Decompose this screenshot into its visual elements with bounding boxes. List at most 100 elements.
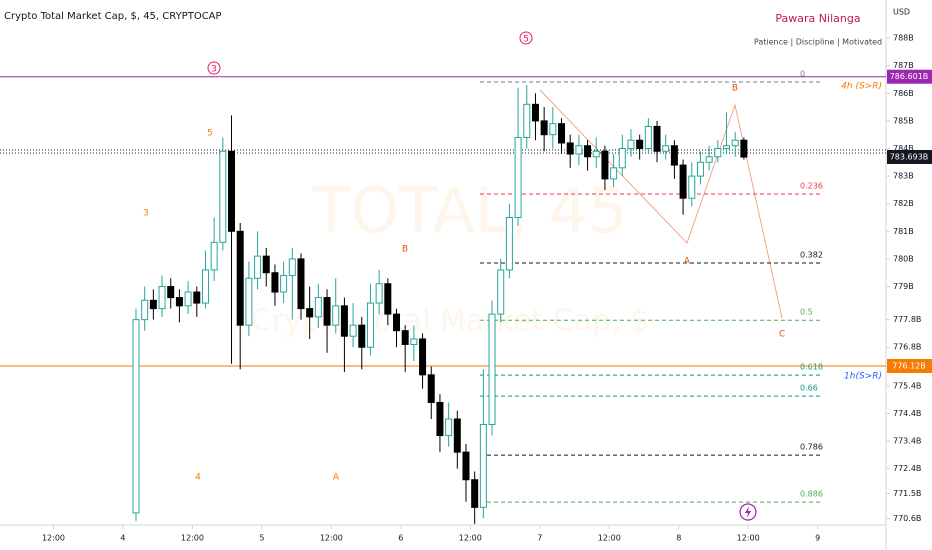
y-tick-label: 785B — [893, 116, 914, 125]
x-tick-label: 9 — [815, 534, 820, 543]
candle-body — [653, 125, 661, 152]
x-tick-label: 7 — [537, 534, 542, 543]
fib-label: 0.382 — [800, 251, 823, 260]
candle-body — [236, 230, 244, 326]
y-tick-label: 782B — [893, 199, 914, 208]
candle-body — [731, 139, 739, 147]
price-label-box — [887, 69, 932, 84]
candle-body — [132, 319, 140, 514]
y-tick-label: 788B — [893, 34, 914, 43]
candle-body — [445, 418, 453, 437]
candle-body — [158, 286, 166, 310]
candle-body — [740, 139, 748, 158]
wave-circle — [519, 31, 533, 45]
x-tick-label: 4 — [120, 534, 125, 543]
candle-body — [679, 164, 687, 199]
candle-body — [592, 150, 600, 158]
x-tick-label: 12:00 — [598, 534, 621, 543]
candle-body — [219, 150, 227, 243]
alert-bolt — [745, 506, 751, 518]
chart-title: Crypto Total Market Cap, $, 45, CRYPTOCA… — [4, 11, 222, 22]
candle-body — [288, 258, 296, 276]
zone-label: 1h(S>R) — [844, 372, 882, 382]
price-label: 776.12B — [892, 362, 925, 371]
wave-label: 3 — [143, 209, 149, 219]
wave-label: 5 — [207, 129, 213, 139]
candle-body — [488, 313, 496, 426]
candle-body — [696, 161, 704, 177]
candle-body — [366, 302, 374, 348]
candle-body — [523, 103, 531, 138]
candle-body — [393, 313, 401, 332]
y-tick-label: 781B — [893, 227, 914, 236]
candle-body — [262, 255, 270, 274]
candle-body — [254, 255, 262, 279]
x-tick-label: 12:00 — [737, 534, 760, 543]
price-label-box — [887, 149, 932, 164]
y-tick-label: 773.4B — [893, 437, 921, 446]
y-tick-label: 771.5B — [893, 489, 921, 498]
candle-body — [175, 297, 183, 307]
y-tick-label: 779B — [893, 282, 914, 291]
fib-label: 0.5 — [800, 308, 813, 317]
fib-label: 0.236 — [800, 182, 823, 191]
watermark: TOTAL, 45 — [312, 174, 628, 247]
candle-body — [167, 286, 175, 299]
price-label-box — [887, 359, 932, 374]
candle-body — [375, 283, 383, 304]
candle-body — [549, 123, 557, 136]
author: Pawara Nilanga — [775, 12, 860, 25]
candle-body — [184, 291, 192, 307]
wave-label: A — [333, 473, 340, 483]
fib-label: 0.886 — [800, 490, 823, 499]
y-tick-label: 777.8B — [893, 315, 921, 324]
candle-body — [714, 148, 722, 158]
candle-body — [471, 479, 479, 508]
candle-body — [479, 424, 487, 508]
motto: Patience | Discipline | Motivated — [754, 38, 882, 47]
candle-body — [210, 241, 218, 271]
fib-label: 0.66 — [800, 384, 818, 393]
candle-body — [419, 338, 427, 376]
candle-body — [705, 156, 713, 163]
candle-body — [401, 330, 409, 345]
candle-body — [332, 305, 340, 326]
x-tick-label: 6 — [398, 534, 403, 543]
candle-body — [306, 308, 314, 318]
y-tick-label: 774.4B — [893, 409, 921, 418]
candle-body — [497, 269, 505, 315]
candle-body — [149, 299, 157, 310]
candle-body — [462, 451, 470, 481]
wave-label: A — [684, 257, 691, 267]
candle-body — [384, 283, 392, 315]
candle-body — [662, 145, 670, 152]
alert-icon — [739, 503, 757, 521]
x-tick-label: 12:00 — [320, 534, 343, 543]
price-label: 783.693B — [890, 152, 929, 161]
wave-label: 3 — [211, 65, 217, 75]
currency: USD — [893, 8, 910, 17]
y-tick-label: 772.4B — [893, 464, 921, 473]
candle-body — [584, 145, 592, 158]
y-tick-label: 776.8B — [893, 343, 921, 352]
candle-body — [688, 175, 696, 199]
wave-circle — [207, 61, 221, 75]
wave-label: 4 — [195, 473, 201, 483]
candle-body — [340, 305, 348, 337]
candle-body — [271, 272, 279, 293]
y-tick-label: 783B — [893, 172, 914, 181]
y-tick-label: 787B — [893, 61, 914, 70]
candle-body — [618, 148, 626, 169]
fib-label: 0.618 — [800, 363, 823, 372]
fib-label: 0 — [800, 69, 805, 78]
candle-body — [627, 139, 635, 150]
x-tick-label: 12:00 — [181, 534, 204, 543]
x-tick-label: 12:00 — [459, 534, 482, 543]
candle-body — [358, 324, 366, 348]
candle-body — [723, 145, 731, 150]
candle-body — [245, 277, 253, 326]
candle-body — [314, 297, 322, 318]
candle-body — [349, 324, 357, 337]
candle-body — [540, 120, 548, 136]
